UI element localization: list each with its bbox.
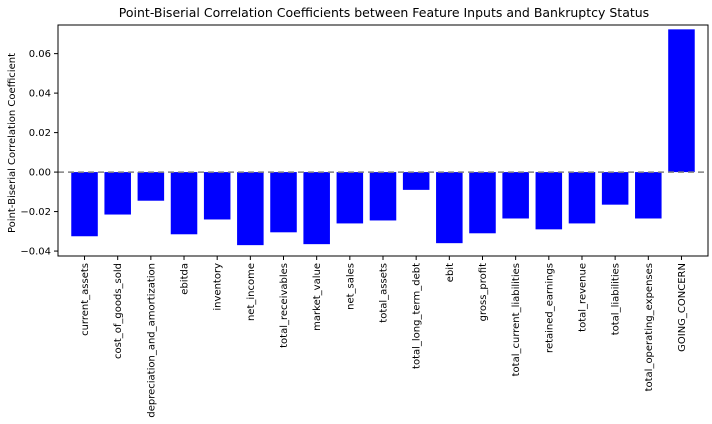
bar-retained_earnings — [535, 172, 563, 230]
bar-ebitda — [170, 172, 198, 235]
y-axis-label: Point-Biserial Correlation Coefficient — [7, 53, 18, 233]
bars-group — [71, 29, 695, 246]
y-tick-label: 0.02 — [29, 128, 51, 139]
x-tick-label: GOING_CONCERN — [677, 263, 688, 352]
bar-net_income — [237, 172, 264, 246]
bar-GOING_CONCERN — [668, 29, 695, 173]
x-tick-label: gross_profit — [478, 263, 489, 321]
bar-cost_of_goods_sold — [104, 172, 131, 215]
x-tick-label: market_value — [312, 263, 323, 331]
x-tick-label: current_assets — [80, 263, 91, 336]
x-tick-label: depreciation_and_amortization — [146, 263, 157, 418]
bar-total_liabilities — [601, 172, 629, 205]
x-tick-label: total_assets — [379, 263, 390, 323]
bar-depreciation_and_amortization — [137, 172, 165, 201]
x-tick-label: cost_of_goods_sold — [113, 263, 124, 359]
bar-net_sales — [336, 172, 364, 224]
x-axis: current_assets cost_of_goods_sold deprecia… — [80, 256, 688, 418]
y-tick-label: 0.04 — [29, 89, 51, 100]
bar-total_long_term_debt — [402, 172, 430, 190]
bar-current_assets — [71, 172, 98, 237]
x-tick-label: retained_earnings — [544, 263, 555, 353]
x-tick-label: total_liabilities — [611, 263, 622, 335]
x-tick-label: net_sales — [345, 263, 356, 310]
bar-total_assets — [369, 172, 397, 221]
bar-total_current_liabilities — [502, 172, 529, 219]
y-tick-label: −0.02 — [20, 207, 51, 218]
y-tick-label: −0.04 — [20, 247, 51, 258]
x-tick-label: net_income — [246, 263, 257, 321]
x-tick-label: inventory — [213, 263, 224, 311]
bar-market_value — [303, 172, 330, 245]
chart-title: Point-Biserial Correlation Coefficients … — [119, 5, 649, 20]
bar-total_operating_expenses — [635, 172, 662, 219]
x-tick-label: total_operating_expenses — [644, 263, 655, 391]
bar-gross_profit — [469, 172, 496, 234]
x-tick-label: total_long_term_debt — [412, 263, 423, 369]
x-tick-label: ebit — [445, 263, 456, 282]
y-tick-label: 0.06 — [29, 49, 51, 60]
bar-total_receivables — [270, 172, 297, 233]
bar-total_revenue — [568, 172, 596, 224]
x-tick-label: ebitda — [180, 263, 191, 295]
x-tick-label: total_current_liabilities — [511, 263, 522, 376]
bar-inventory — [203, 172, 231, 220]
plot-frame — [57, 24, 709, 257]
y-tick-label: 0.00 — [29, 168, 51, 179]
bar-ebit — [436, 172, 463, 244]
x-tick-label: total_receivables — [279, 263, 290, 348]
x-tick-label: total_revenue — [577, 263, 588, 332]
y-axis: −0.04 −0.02 0.00 0.02 0.04 0.06 — [20, 49, 58, 258]
